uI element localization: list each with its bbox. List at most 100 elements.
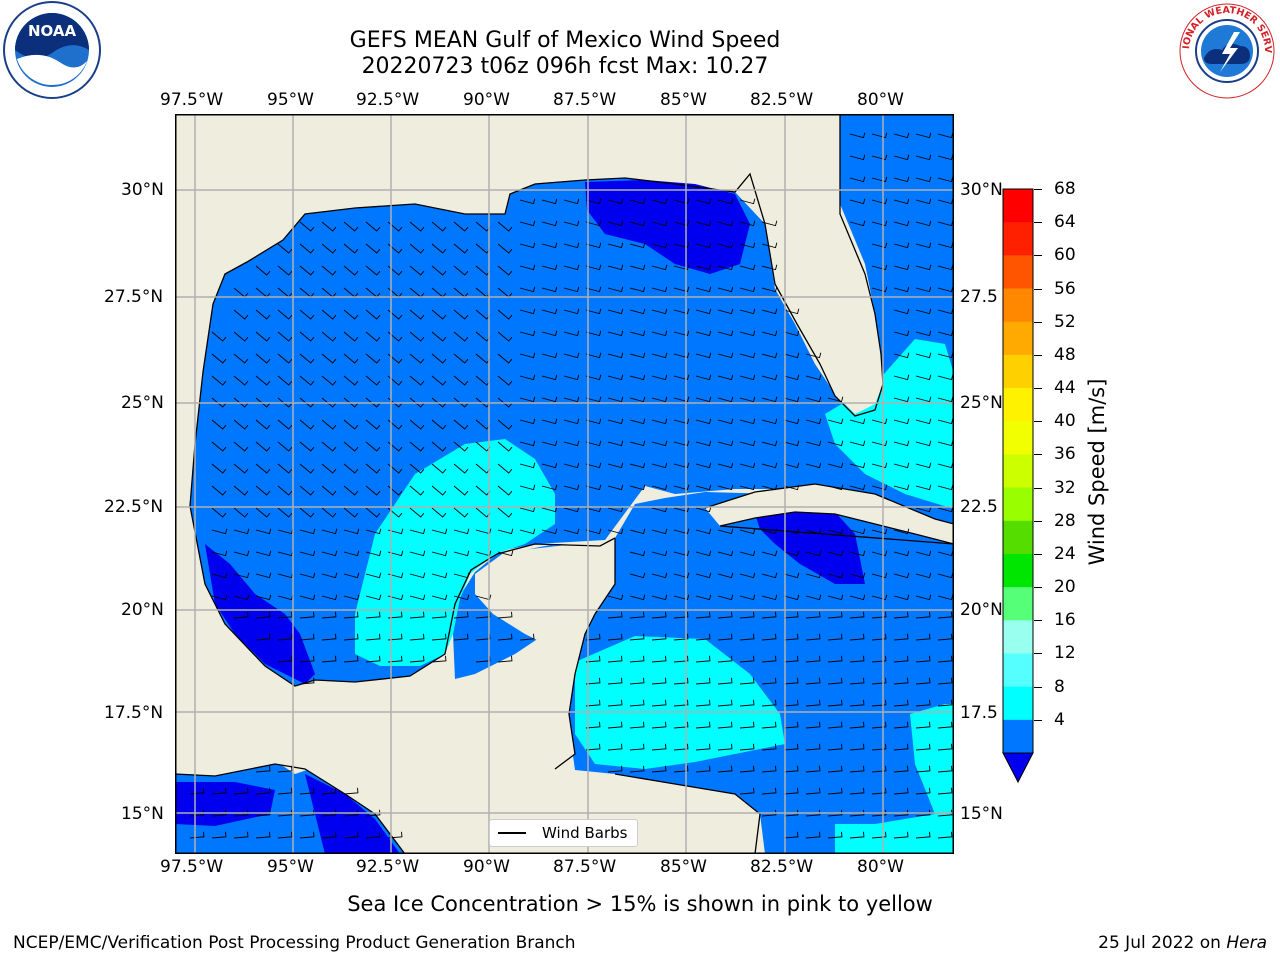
wind-barb bbox=[321, 507, 337, 518]
wind-lt4-west bbox=[205, 544, 315, 684]
wind-barb bbox=[761, 220, 778, 227]
wind-lt4-sw2 bbox=[305, 774, 400, 854]
wind-barb bbox=[629, 242, 646, 249]
wind-barb bbox=[893, 396, 910, 403]
wind-barb bbox=[937, 286, 954, 293]
wind-barb bbox=[915, 374, 932, 381]
wind-barb bbox=[651, 462, 668, 469]
wind-barb bbox=[431, 594, 448, 601]
wind-barb bbox=[651, 440, 668, 447]
wind-barb bbox=[321, 397, 337, 408]
wind-barb bbox=[827, 611, 843, 619]
wind-barb bbox=[563, 374, 580, 381]
wind-barb bbox=[343, 441, 359, 452]
wind-barb bbox=[277, 765, 293, 773]
wind-barb bbox=[321, 419, 337, 430]
wind-barb bbox=[739, 220, 756, 227]
wind-barb bbox=[827, 528, 844, 535]
wind-barb bbox=[233, 787, 249, 795]
wind-barb bbox=[937, 242, 954, 249]
wind-barb bbox=[321, 353, 337, 364]
wind-barb bbox=[585, 396, 602, 403]
wind-barb bbox=[695, 528, 712, 535]
wind-barb bbox=[673, 765, 689, 773]
wind-barb bbox=[431, 572, 448, 579]
wind-barb bbox=[343, 572, 360, 579]
wind-barb bbox=[277, 611, 293, 619]
wind-barb bbox=[761, 264, 778, 271]
wind-barb bbox=[519, 506, 536, 513]
wind-barb bbox=[321, 809, 337, 817]
wind-barb bbox=[695, 396, 712, 403]
wind-barb bbox=[255, 463, 271, 474]
wind-barb bbox=[695, 611, 711, 619]
wind-barb bbox=[673, 330, 690, 337]
wind-barb bbox=[409, 611, 425, 619]
wind-barb bbox=[519, 462, 536, 469]
wind-barb bbox=[343, 353, 359, 364]
wind-barb bbox=[695, 242, 712, 249]
wind-barb bbox=[739, 484, 756, 491]
wind-lt4-cuba bbox=[755, 508, 865, 584]
wind-barb bbox=[937, 699, 953, 707]
wind-barb bbox=[673, 743, 689, 751]
wind-barb bbox=[695, 330, 712, 337]
colorbar-tick-label: 32 bbox=[1054, 477, 1076, 498]
wind-barb bbox=[827, 633, 843, 641]
wind-barb bbox=[915, 550, 932, 557]
wind-barb bbox=[321, 611, 337, 619]
wind-barb bbox=[717, 418, 734, 425]
wind-barb bbox=[607, 462, 624, 469]
wind-barb bbox=[871, 743, 887, 751]
lat-tick-left-2: 27.5°N bbox=[104, 287, 164, 307]
wind-barb bbox=[849, 633, 865, 641]
wind-barb bbox=[937, 132, 954, 139]
wind-barb bbox=[211, 809, 227, 817]
wind-barb bbox=[233, 309, 249, 320]
wind-barb bbox=[651, 418, 668, 425]
wind-barb bbox=[915, 677, 931, 685]
wind-barb bbox=[541, 330, 558, 337]
wind-barb bbox=[519, 396, 536, 403]
wind-barb bbox=[805, 352, 822, 359]
wind-barb bbox=[805, 396, 822, 403]
wind-barb bbox=[431, 309, 447, 320]
coastline-mexico bbox=[189, 505, 616, 687]
wind-barb bbox=[783, 677, 799, 685]
wind-barb bbox=[695, 594, 712, 601]
wind-barb bbox=[739, 374, 756, 381]
wind-barb bbox=[277, 265, 293, 276]
wind-barb bbox=[739, 721, 755, 729]
colorbar-tick-mark bbox=[1034, 222, 1042, 224]
wind-barb bbox=[695, 220, 712, 227]
wind-barb bbox=[937, 396, 954, 403]
wind-barb bbox=[497, 419, 513, 430]
wind-barb bbox=[365, 831, 381, 839]
wind-barb bbox=[937, 374, 954, 381]
wind-barb bbox=[365, 331, 381, 342]
wind-barb bbox=[585, 286, 602, 293]
wind-barb bbox=[629, 308, 646, 315]
wind-barb bbox=[761, 462, 778, 469]
lon-tick-bottom-6: 85°W bbox=[660, 857, 707, 877]
wind-barb bbox=[431, 655, 447, 663]
wind-barb bbox=[717, 198, 734, 205]
wind-barb bbox=[607, 699, 623, 707]
lat-tick-left-1: 30°N bbox=[121, 180, 164, 200]
wind-barb bbox=[893, 264, 910, 271]
wind-barb bbox=[673, 550, 690, 557]
wind-barb bbox=[387, 633, 403, 641]
colorbar-tick-mark bbox=[1034, 653, 1042, 655]
wind-barb bbox=[277, 419, 293, 430]
wind-barb bbox=[673, 699, 689, 707]
wind-barb bbox=[871, 721, 887, 729]
wind-barb bbox=[915, 572, 932, 579]
wind-barb bbox=[365, 441, 381, 452]
wind-barb bbox=[915, 787, 931, 795]
wind-barb bbox=[409, 550, 426, 557]
wind-barb bbox=[651, 352, 668, 359]
wind-barb bbox=[607, 264, 624, 271]
wind-barb bbox=[255, 309, 271, 320]
wind-barb bbox=[409, 528, 426, 535]
wind-barb bbox=[695, 677, 711, 685]
